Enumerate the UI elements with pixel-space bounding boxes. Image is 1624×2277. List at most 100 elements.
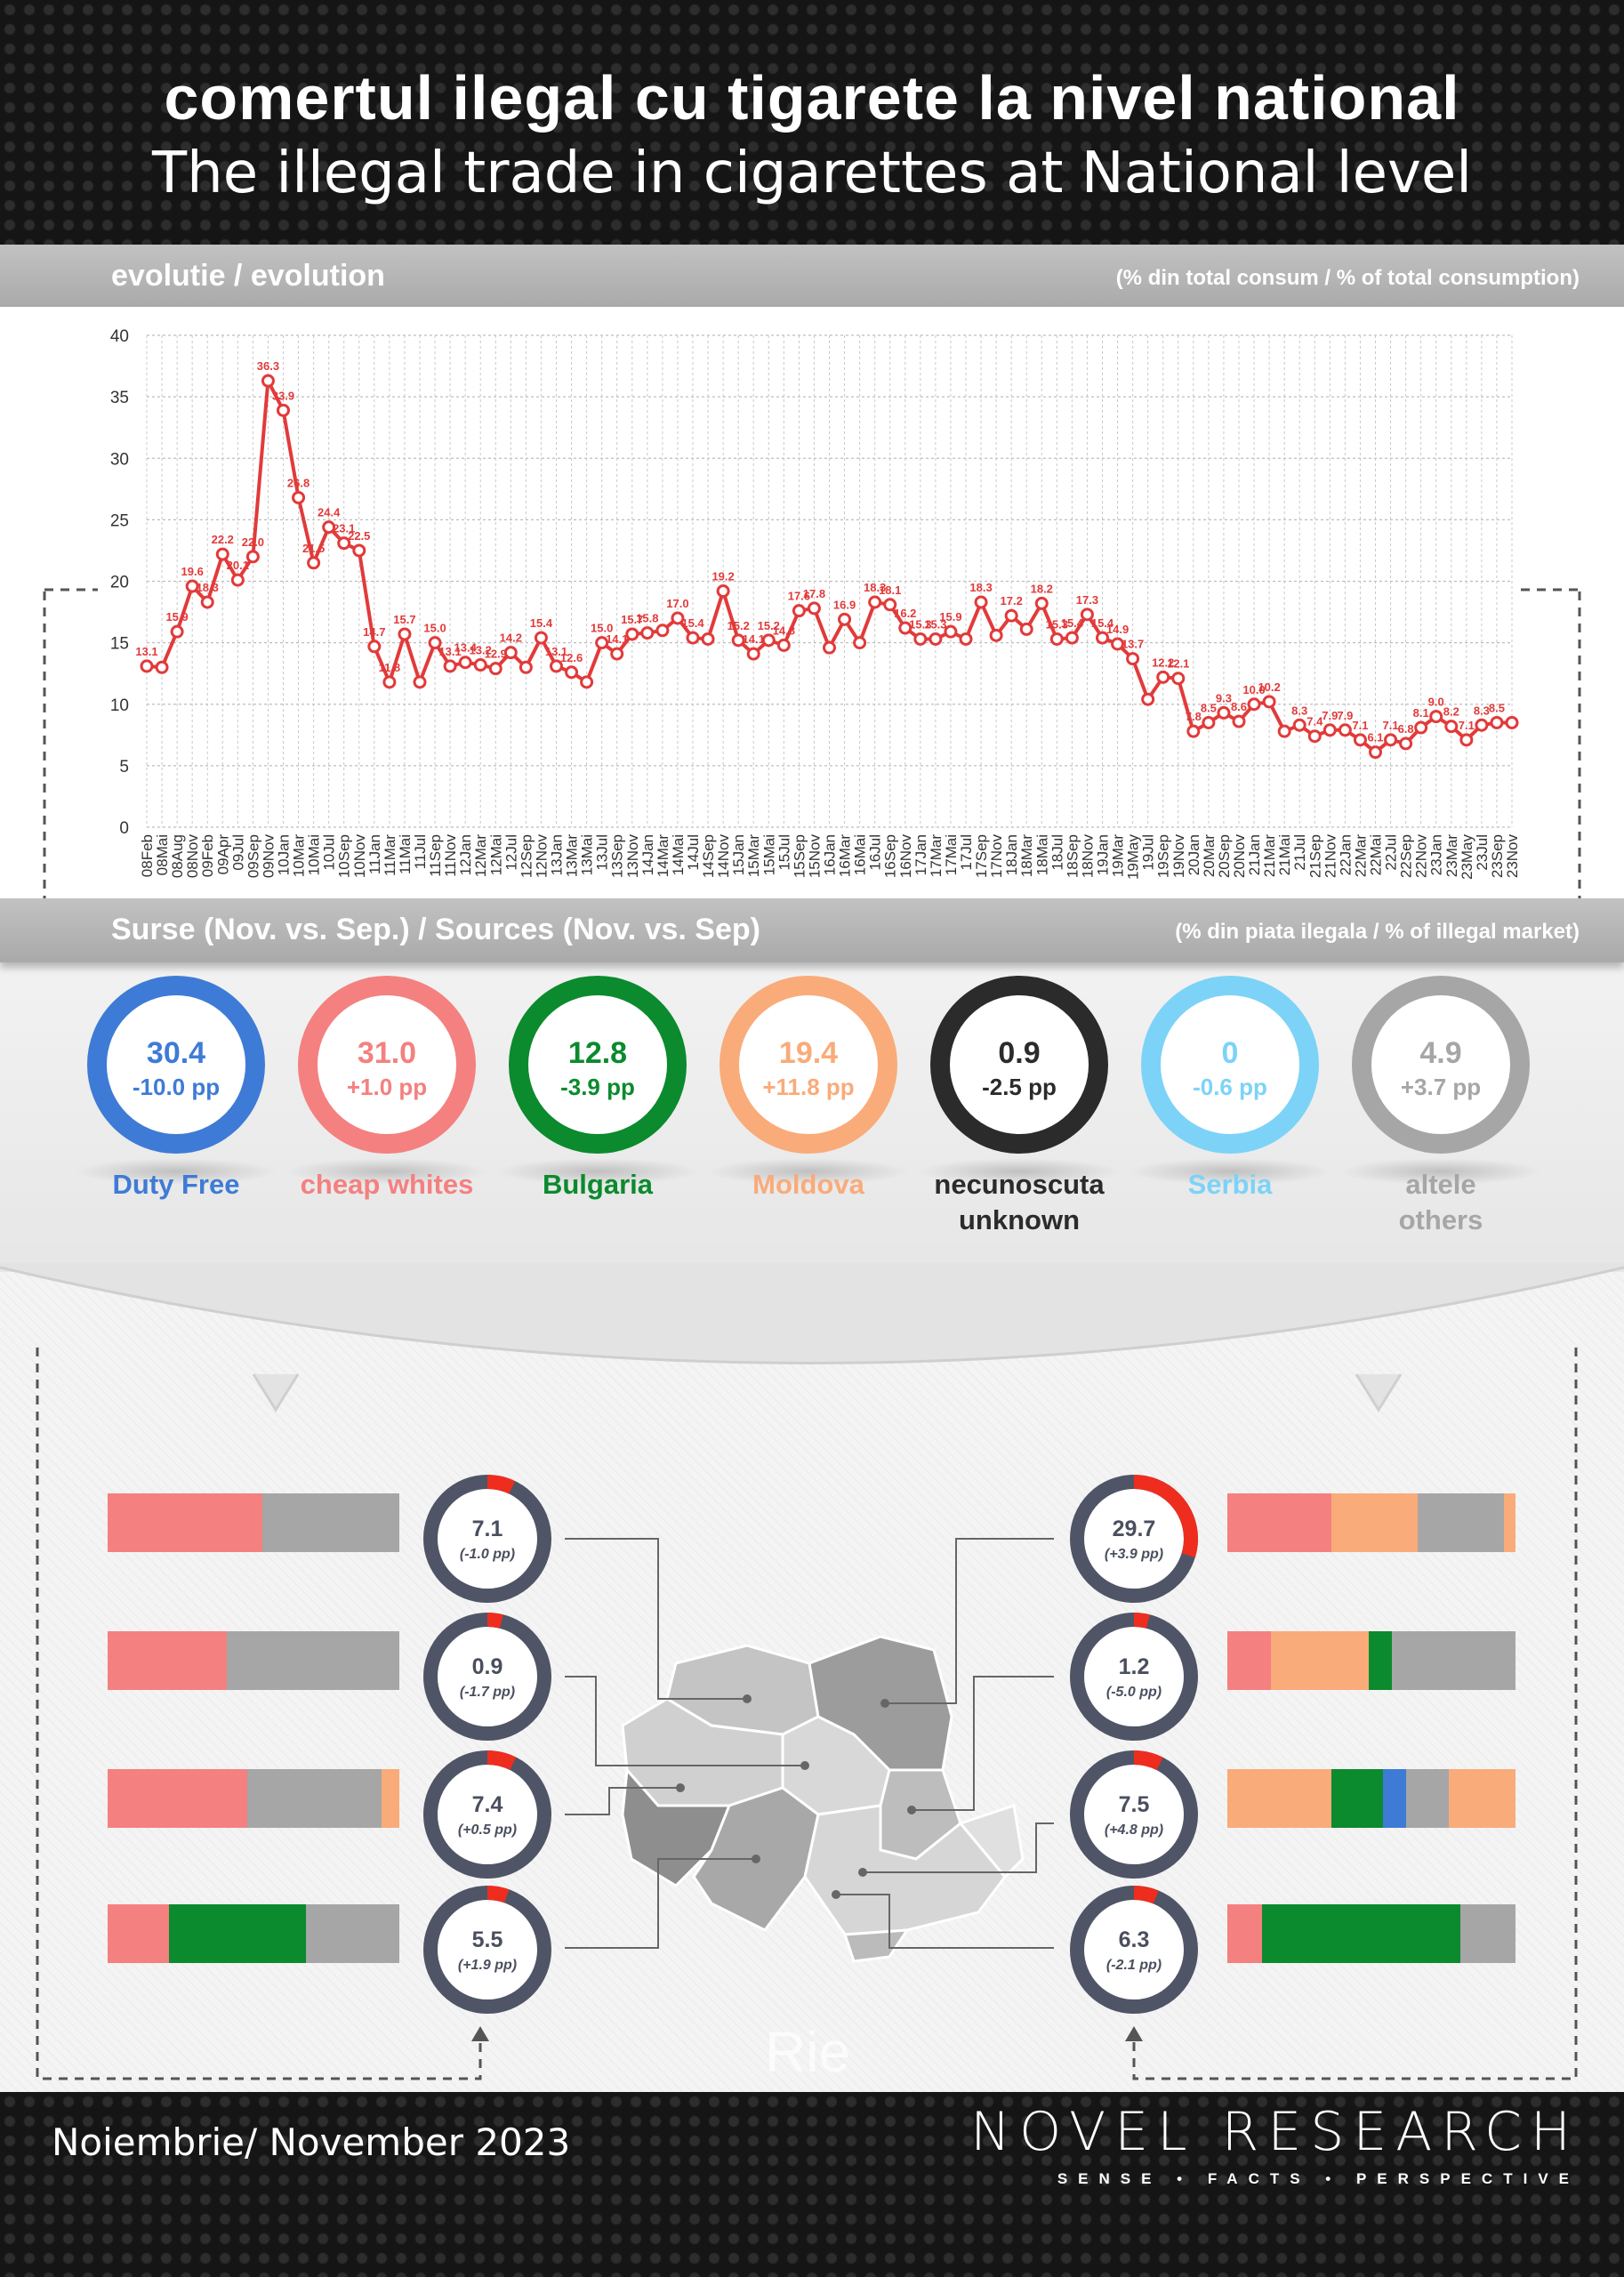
source-label: Serbia	[1114, 1167, 1346, 1203]
bar-segment	[108, 1769, 248, 1828]
data-label: 12.1	[1167, 657, 1189, 671]
data-label: 13.2	[470, 644, 492, 657]
data-label: 8.3	[1291, 704, 1307, 717]
data-label: 24.4	[318, 506, 341, 519]
data-point	[1232, 714, 1246, 728]
data-label: 15.4	[530, 616, 553, 630]
x-tick-label: 22Mai	[1368, 834, 1385, 875]
y-tick-label: 0	[119, 819, 129, 838]
data-label: 15.0	[423, 622, 446, 635]
data-label: 15.4	[681, 616, 704, 630]
data-point	[550, 659, 563, 673]
x-tick-label: 16Sep	[882, 834, 899, 878]
x-tick-label: 10Mar	[291, 834, 308, 878]
x-tick-label: 13Jan	[549, 834, 566, 875]
data-label: 18.3	[197, 581, 219, 594]
x-tick-label: 15Nov	[806, 834, 823, 879]
x-tick-label: 18Jan	[1003, 834, 1020, 875]
data-label: 7.9	[1322, 709, 1338, 722]
data-label: 14.9	[1106, 623, 1129, 636]
x-tick-label: 17Nov	[988, 834, 1005, 879]
data-point	[761, 633, 776, 648]
x-tick-label: 17Mai	[943, 834, 960, 875]
data-point	[565, 665, 579, 680]
x-tick-label: 10Nov	[351, 834, 368, 879]
x-tick-label: 09Jul	[229, 834, 246, 871]
x-tick-label: 17Jul	[958, 834, 975, 871]
x-tick-label: 17Mar	[928, 834, 945, 878]
data-point	[534, 631, 548, 645]
y-tick-label: 30	[110, 450, 129, 469]
data-point	[746, 647, 760, 661]
data-point	[838, 612, 852, 626]
data-label: 6.1	[1367, 731, 1383, 744]
bar-segment	[1261, 1904, 1461, 1963]
x-tick-label: 14Jul	[685, 834, 702, 871]
x-tick-label: 23Mar	[1443, 834, 1460, 878]
region-donut: 6.3 (-2.1 pp)	[1067, 1883, 1201, 2016]
data-label: 16.2	[894, 607, 916, 620]
data-label: 14.1	[606, 632, 628, 646]
x-tick-label: 17Sep	[973, 834, 990, 878]
bar-segment	[1460, 1904, 1515, 1963]
x-tick-label: 14Jan	[639, 834, 656, 875]
region-delta: (+0.5 pp)	[457, 1822, 518, 1838]
x-tick-label: 14Sep	[700, 834, 717, 878]
data-point	[1307, 729, 1322, 744]
data-point	[1384, 733, 1398, 747]
data-label: 7.4	[1306, 715, 1323, 728]
data-point	[610, 647, 624, 661]
source-delta: -10.0 pp	[132, 1074, 221, 1100]
source-label-line1: cheap whites	[300, 1169, 474, 1200]
x-tick-label: 11Mai	[397, 834, 414, 874]
region-value: 5.5	[471, 1927, 503, 1952]
data-label: 15.3	[924, 617, 946, 631]
data-point	[245, 550, 260, 564]
ring-shadow	[706, 1158, 911, 1185]
sources-unit: (% din piata ilegala / % of illegal mark…	[1175, 920, 1580, 944]
data-label: 20.1	[227, 559, 249, 572]
leader-lines	[565, 1538, 1054, 1949]
bar-segment	[1417, 1493, 1504, 1552]
data-label: 6.8	[1398, 722, 1414, 736]
x-tick-label: 12Jul	[502, 834, 519, 871]
region-donut: 7.5 (+4.8 pp)	[1067, 1748, 1201, 1881]
donut-share	[1070, 1886, 1198, 2014]
x-tick-label: 15Mar	[745, 834, 762, 878]
source-label: Duty Free	[60, 1167, 292, 1203]
data-label: 18.3	[969, 581, 992, 594]
romania-map	[621, 1635, 1025, 1963]
data-point	[473, 658, 487, 672]
source-value: 19.4	[778, 1036, 839, 1070]
donut-ring	[1070, 1886, 1198, 2014]
data-point	[1049, 632, 1064, 646]
ring-shadow	[1339, 1158, 1543, 1185]
x-tick-label: 20Jan	[1186, 834, 1202, 875]
bar-segment	[1449, 1769, 1515, 1828]
x-tick-label: 15Jul	[776, 834, 792, 871]
data-label: 14.1	[743, 632, 765, 646]
y-tick-label: 25	[110, 511, 129, 530]
data-label: 15.9	[165, 610, 188, 624]
bar-segment	[1227, 1904, 1262, 1963]
data-point	[1034, 596, 1049, 610]
x-tick-label: 18Mar	[1018, 834, 1035, 878]
data-point	[1262, 695, 1276, 709]
donut-ring	[1070, 1613, 1198, 1741]
source-value: 4.9	[1419, 1036, 1462, 1070]
y-tick-label: 10	[110, 696, 129, 715]
donut-share	[423, 1613, 551, 1741]
data-label: 7.1	[1383, 719, 1399, 732]
region-delta: (+1.9 pp)	[457, 1958, 518, 1973]
data-point	[1019, 622, 1033, 636]
bar-segment	[306, 1904, 399, 1963]
data-point	[792, 604, 806, 618]
data-point	[1399, 736, 1413, 751]
data-label: 14.2	[500, 632, 522, 645]
data-point	[215, 547, 229, 561]
data-label: 16.9	[833, 598, 856, 611]
source-value: 0.9	[998, 1036, 1041, 1070]
source-delta: -2.5 pp	[982, 1074, 1057, 1100]
donut-ring	[423, 1475, 551, 1603]
watermark-text: Rie	[765, 2020, 851, 2084]
